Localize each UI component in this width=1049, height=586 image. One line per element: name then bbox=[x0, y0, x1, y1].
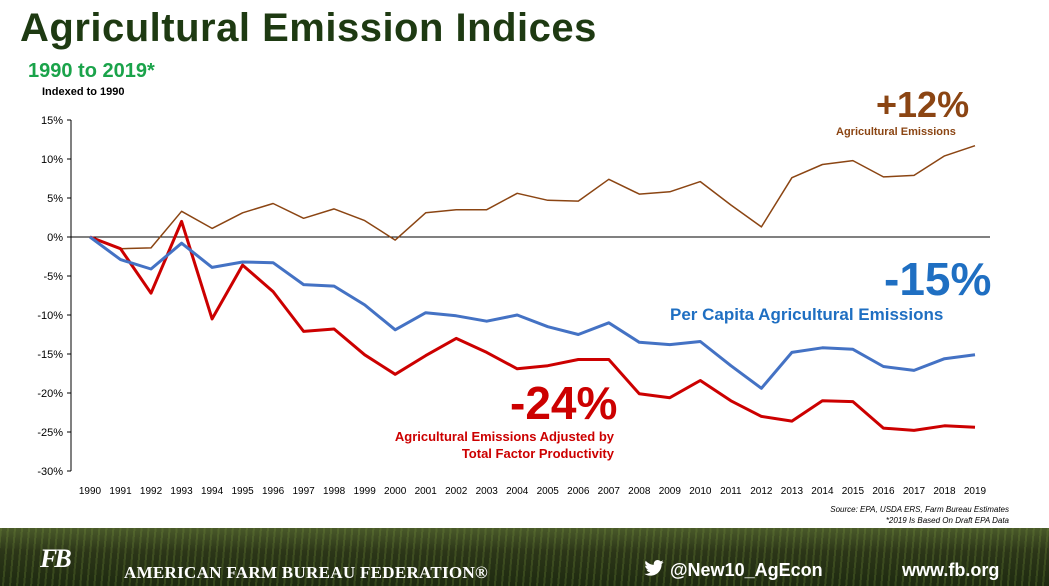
x-tick-label: 2005 bbox=[537, 486, 560, 497]
y-tick-label: 5% bbox=[47, 193, 63, 205]
per-capita-label: Per Capita Agricultural Emissions bbox=[670, 305, 944, 324]
x-tick-label: 2004 bbox=[506, 486, 529, 497]
twitter-bird-icon bbox=[644, 560, 664, 576]
series-line-tfp bbox=[89, 219, 976, 432]
line-chart: 15% 10% 5% 0% -5% -10% -15% -20% -25% -30% 1990 199… bbox=[37, 115, 990, 497]
x-tick-label: 1991 bbox=[109, 486, 132, 497]
draft-note: *2019 Is Based On Draft EPA Data bbox=[885, 516, 1009, 525]
x-tick-label: 2016 bbox=[872, 486, 895, 497]
y-tick-label: 15% bbox=[41, 115, 63, 127]
x-tick-label: 2001 bbox=[415, 486, 438, 497]
x-tick-label: 1999 bbox=[354, 486, 377, 497]
index-note: Indexed to 1990 bbox=[42, 86, 125, 98]
x-tick-label: 1994 bbox=[201, 486, 224, 497]
x-tick-label: 2012 bbox=[750, 486, 773, 497]
org-name: AMERICAN FARM BUREAU FEDERATION® bbox=[124, 563, 489, 582]
x-tick-label: 2007 bbox=[598, 486, 621, 497]
x-tick-label: 2017 bbox=[903, 486, 926, 497]
x-tick-label: 1993 bbox=[170, 486, 193, 497]
grass-background bbox=[0, 528, 1049, 586]
x-tick-label: 1992 bbox=[140, 486, 163, 497]
x-tick-label: 2000 bbox=[384, 486, 407, 497]
subtitle: 1990 to 2019* bbox=[28, 60, 155, 82]
tfp-label: Agricultural Emissions Adjusted by Total… bbox=[356, 428, 614, 462]
x-tick-label: 2006 bbox=[567, 486, 590, 497]
x-tick-label: 2009 bbox=[659, 486, 682, 497]
y-tick-label: 10% bbox=[41, 154, 63, 166]
footer-bar: FB AMERICAN FARM BUREAU FEDERATION® @New… bbox=[0, 528, 1049, 586]
x-tick-label: 2015 bbox=[842, 486, 865, 497]
y-tick-label: 0% bbox=[47, 232, 63, 244]
website-link[interactable]: www.fb.org bbox=[902, 560, 1000, 580]
x-tick-label: 1995 bbox=[231, 486, 254, 497]
x-tick-label: 2019 bbox=[964, 486, 987, 497]
y-tick-label: -30% bbox=[37, 466, 63, 478]
source-line: Source: EPA, USDA ERS, Farm Bureau Estim… bbox=[830, 505, 1009, 514]
series-line-per_capita bbox=[89, 235, 976, 390]
x-tick-label: 1996 bbox=[262, 486, 285, 497]
x-tick-label: 2003 bbox=[476, 486, 499, 497]
y-tick-label: -20% bbox=[37, 388, 63, 400]
series-line-ag bbox=[89, 144, 976, 250]
twitter-handle[interactable]: @New10_AgEcon bbox=[644, 560, 823, 581]
ag-emissions-label: Agricultural Emissions bbox=[836, 126, 956, 138]
source-note: Source: EPA, USDA ERS, Farm Bureau Estim… bbox=[830, 504, 1009, 526]
page-title: Agricultural Emission Indices bbox=[20, 6, 597, 50]
x-tick-label: 1990 bbox=[79, 486, 102, 497]
per-capita-change: -15% bbox=[884, 253, 992, 305]
y-tick-label: -15% bbox=[37, 349, 63, 361]
x-tick-label: 2018 bbox=[933, 486, 956, 497]
x-tick-label: 2014 bbox=[811, 486, 834, 497]
tfp-label-line2: Total Factor Productivity bbox=[461, 446, 614, 461]
y-tick-label: -5% bbox=[43, 271, 63, 283]
x-tick-label: 1997 bbox=[292, 486, 315, 497]
twitter-handle-text: @New10_AgEcon bbox=[670, 560, 823, 580]
x-tick-label: 2011 bbox=[720, 486, 742, 497]
ag-emissions-change: +12% bbox=[876, 84, 970, 125]
x-tick-label: 2008 bbox=[628, 486, 651, 497]
tfp-label-line1: Agricultural Emissions Adjusted by bbox=[394, 429, 614, 444]
x-tick-label: 2002 bbox=[445, 486, 468, 497]
fb-logo-icon: FB bbox=[40, 544, 72, 573]
x-tick-label: 1998 bbox=[323, 486, 346, 497]
y-tick-label: -25% bbox=[37, 427, 63, 439]
x-tick-label: 2013 bbox=[781, 486, 804, 497]
x-tick-label: 2010 bbox=[689, 486, 712, 497]
tfp-change: -24% bbox=[510, 377, 618, 429]
y-tick-label: -10% bbox=[37, 310, 63, 322]
